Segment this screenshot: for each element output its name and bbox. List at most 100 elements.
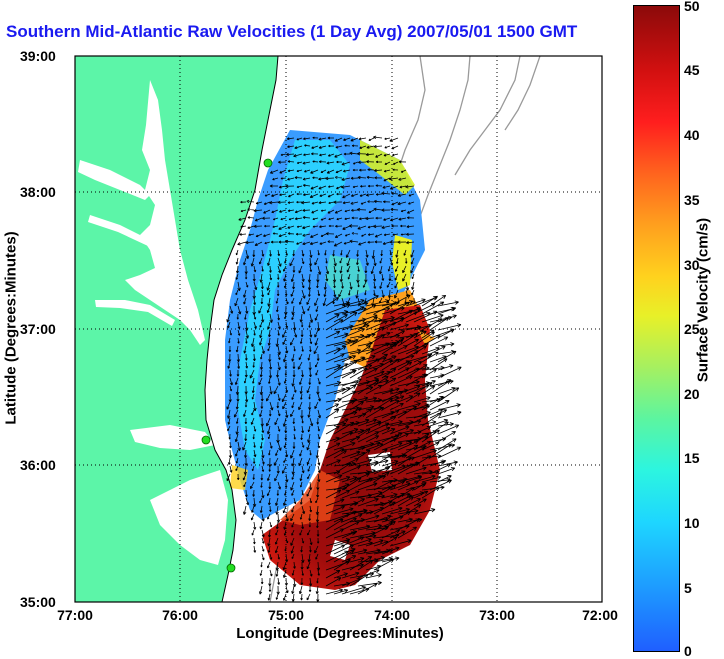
velocity-arrow	[301, 289, 306, 299]
velocity-arrow	[318, 145, 327, 149]
velocity-arrow	[299, 497, 303, 505]
velocity-arrow	[272, 232, 279, 235]
velocity-arrow	[314, 329, 319, 338]
velocity-arrow	[287, 160, 295, 163]
velocity-arrow	[334, 153, 343, 158]
velocity-arrow	[301, 249, 305, 257]
velocity-arrow	[413, 310, 438, 323]
velocity-arrow	[291, 313, 295, 321]
velocity-arrow	[325, 403, 339, 411]
velocity-arrow	[270, 240, 279, 244]
velocity-arrow	[307, 425, 311, 433]
velocity-arrow	[364, 265, 368, 274]
velocity-arrow	[297, 361, 303, 370]
velocity-arrow	[413, 353, 433, 363]
velocity-arrow	[333, 418, 349, 427]
velocity-arrow	[307, 305, 311, 311]
velocity-arrow	[306, 441, 311, 451]
velocity-arrow	[228, 337, 231, 344]
velocity-arrow	[266, 393, 271, 402]
velocity-arrow	[274, 537, 279, 545]
velocity-arrow	[272, 217, 279, 221]
velocity-arrow	[341, 161, 351, 166]
velocity-arrow	[261, 545, 265, 552]
velocity-arrow	[314, 257, 319, 266]
velocity-arrow	[261, 425, 265, 433]
velocity-arrow	[268, 585, 272, 592]
velocity-arrow	[285, 321, 289, 329]
velocity-arrow	[362, 281, 367, 288]
velocity-arrow	[367, 225, 375, 229]
velocity-arrow	[301, 345, 304, 352]
velocity-arrow	[341, 555, 357, 563]
velocity-arrow	[421, 301, 445, 315]
velocity-arrow	[357, 151, 367, 156]
velocity-arrow	[310, 169, 319, 174]
velocity-arrow	[373, 471, 390, 483]
velocity-arrow	[333, 200, 343, 204]
velocity-arrow	[236, 353, 240, 363]
velocity-arrow	[323, 289, 327, 298]
velocity-arrow	[277, 553, 281, 560]
velocity-arrow	[341, 585, 366, 595]
velocity-arrow	[309, 345, 312, 352]
velocity-arrow	[278, 233, 287, 238]
velocity-arrow	[311, 201, 319, 205]
velocity-arrow	[292, 369, 296, 378]
velocity-arrow	[398, 160, 407, 164]
velocity-arrow	[309, 417, 314, 427]
velocity-arrow	[229, 369, 232, 377]
velocity-arrow	[226, 401, 231, 410]
velocity-arrow	[293, 433, 296, 440]
velocity-arrow	[228, 393, 232, 403]
velocity-arrow	[325, 408, 340, 419]
velocity-arrow	[421, 395, 444, 411]
velocity-arrow	[357, 316, 378, 331]
velocity-arrow	[325, 364, 341, 371]
velocity-arrow	[259, 569, 263, 576]
velocity-arrow	[339, 265, 343, 274]
velocity-arrow	[247, 225, 255, 229]
velocity-arrow	[246, 199, 255, 203]
velocity-arrow	[373, 465, 391, 475]
velocity-arrow	[276, 401, 280, 409]
velocity-arrow	[306, 561, 311, 570]
velocity-arrow	[381, 492, 398, 499]
velocity-arrow	[341, 428, 359, 435]
velocity-arrow	[278, 240, 287, 244]
velocity-arrow	[367, 168, 375, 171]
velocity-arrow	[357, 225, 367, 230]
velocity-arrow	[245, 329, 249, 339]
velocity-arrow	[253, 425, 257, 432]
velocity-arrow	[267, 345, 271, 352]
velocity-arrow	[301, 417, 304, 424]
river-rappahannock	[88, 215, 150, 246]
velocity-arrow	[236, 313, 239, 320]
velocity-arrow	[312, 225, 319, 228]
velocity-arrow	[291, 473, 295, 480]
velocity-arrow	[351, 208, 359, 212]
velocity-arrow	[341, 571, 360, 579]
velocity-arrow	[394, 289, 399, 299]
velocity-arrow	[381, 409, 400, 419]
velocity-arrow	[383, 153, 391, 157]
velocity-arrow	[268, 465, 271, 472]
velocity-arrow	[302, 216, 311, 220]
velocity-arrow	[373, 257, 377, 267]
velocity-arrow	[402, 273, 407, 282]
velocity-arrow	[367, 200, 375, 204]
velocity-arrow	[284, 257, 287, 264]
velocity-arrow	[437, 438, 457, 451]
velocity-arrow	[266, 473, 271, 482]
velocity-arrow	[250, 417, 255, 425]
velocity-arrow	[317, 473, 321, 483]
velocity-arrow	[295, 232, 303, 236]
velocity-arrow	[341, 185, 351, 189]
velocity-arrow	[350, 193, 359, 197]
velocity-arrow	[261, 465, 265, 472]
velocity-arrow	[253, 449, 257, 458]
velocity-arrow	[394, 281, 399, 289]
velocity-arrow	[311, 145, 319, 149]
velocity-arrow	[315, 449, 319, 459]
